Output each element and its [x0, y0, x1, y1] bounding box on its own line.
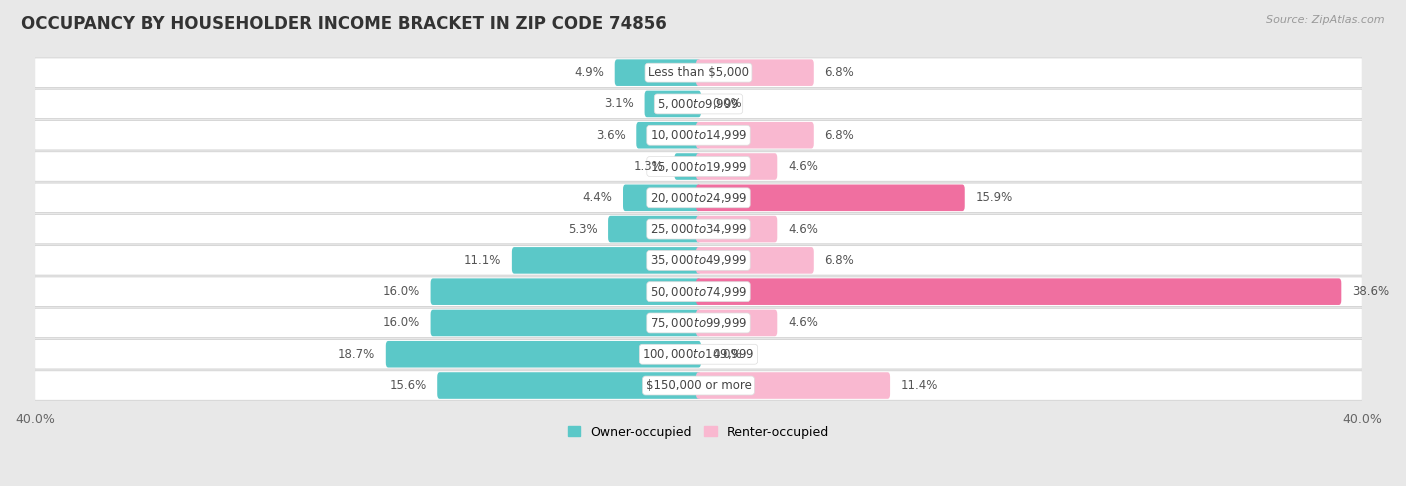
Text: 0.0%: 0.0% [711, 97, 741, 110]
Text: 4.9%: 4.9% [574, 66, 605, 79]
Text: 6.8%: 6.8% [824, 254, 855, 267]
FancyBboxPatch shape [35, 246, 1362, 275]
Text: $15,000 to $19,999: $15,000 to $19,999 [650, 159, 747, 174]
FancyBboxPatch shape [35, 308, 1362, 338]
Text: 5.3%: 5.3% [568, 223, 598, 236]
FancyBboxPatch shape [637, 122, 702, 149]
Text: 15.9%: 15.9% [976, 191, 1012, 204]
Text: 11.4%: 11.4% [901, 379, 938, 392]
FancyBboxPatch shape [385, 341, 702, 367]
FancyBboxPatch shape [430, 310, 702, 336]
Text: 6.8%: 6.8% [824, 129, 855, 142]
Text: Less than $5,000: Less than $5,000 [648, 66, 749, 79]
Text: $20,000 to $24,999: $20,000 to $24,999 [650, 191, 747, 205]
FancyBboxPatch shape [430, 278, 702, 305]
Text: 4.6%: 4.6% [789, 160, 818, 173]
FancyBboxPatch shape [512, 247, 702, 274]
Text: $5,000 to $9,999: $5,000 to $9,999 [657, 97, 740, 111]
Text: 3.6%: 3.6% [596, 129, 626, 142]
FancyBboxPatch shape [35, 277, 1362, 306]
Text: 4.6%: 4.6% [789, 223, 818, 236]
FancyBboxPatch shape [35, 183, 1362, 212]
Text: 1.3%: 1.3% [634, 160, 664, 173]
Text: $100,000 to $149,999: $100,000 to $149,999 [643, 347, 755, 361]
FancyBboxPatch shape [696, 153, 778, 180]
FancyBboxPatch shape [35, 58, 1362, 87]
FancyBboxPatch shape [696, 278, 1341, 305]
Text: 6.8%: 6.8% [824, 66, 855, 79]
FancyBboxPatch shape [35, 340, 1362, 369]
Text: $75,000 to $99,999: $75,000 to $99,999 [650, 316, 747, 330]
FancyBboxPatch shape [644, 91, 702, 117]
FancyBboxPatch shape [35, 121, 1362, 150]
Text: 4.4%: 4.4% [582, 191, 612, 204]
Text: 38.6%: 38.6% [1353, 285, 1389, 298]
FancyBboxPatch shape [696, 122, 814, 149]
Text: $50,000 to $74,999: $50,000 to $74,999 [650, 285, 747, 299]
FancyBboxPatch shape [35, 214, 1362, 244]
FancyBboxPatch shape [696, 310, 778, 336]
FancyBboxPatch shape [696, 372, 890, 399]
Legend: Owner-occupied, Renter-occupied: Owner-occupied, Renter-occupied [562, 420, 834, 444]
FancyBboxPatch shape [675, 153, 702, 180]
FancyBboxPatch shape [607, 216, 702, 243]
FancyBboxPatch shape [623, 185, 702, 211]
FancyBboxPatch shape [437, 372, 702, 399]
FancyBboxPatch shape [696, 247, 814, 274]
Text: 3.1%: 3.1% [605, 97, 634, 110]
Text: $35,000 to $49,999: $35,000 to $49,999 [650, 253, 747, 267]
FancyBboxPatch shape [35, 371, 1362, 400]
Text: 16.0%: 16.0% [382, 316, 420, 330]
Text: 4.6%: 4.6% [789, 316, 818, 330]
Text: OCCUPANCY BY HOUSEHOLDER INCOME BRACKET IN ZIP CODE 74856: OCCUPANCY BY HOUSEHOLDER INCOME BRACKET … [21, 15, 666, 33]
FancyBboxPatch shape [614, 59, 702, 86]
FancyBboxPatch shape [696, 185, 965, 211]
FancyBboxPatch shape [696, 216, 778, 243]
Text: 11.1%: 11.1% [464, 254, 501, 267]
Text: Source: ZipAtlas.com: Source: ZipAtlas.com [1267, 15, 1385, 25]
FancyBboxPatch shape [35, 89, 1362, 119]
Text: 0.0%: 0.0% [711, 348, 741, 361]
FancyBboxPatch shape [35, 152, 1362, 181]
Text: $150,000 or more: $150,000 or more [645, 379, 751, 392]
Text: 15.6%: 15.6% [389, 379, 426, 392]
FancyBboxPatch shape [696, 59, 814, 86]
Text: 16.0%: 16.0% [382, 285, 420, 298]
Text: $10,000 to $14,999: $10,000 to $14,999 [650, 128, 747, 142]
Text: $25,000 to $34,999: $25,000 to $34,999 [650, 222, 747, 236]
Text: 18.7%: 18.7% [337, 348, 375, 361]
